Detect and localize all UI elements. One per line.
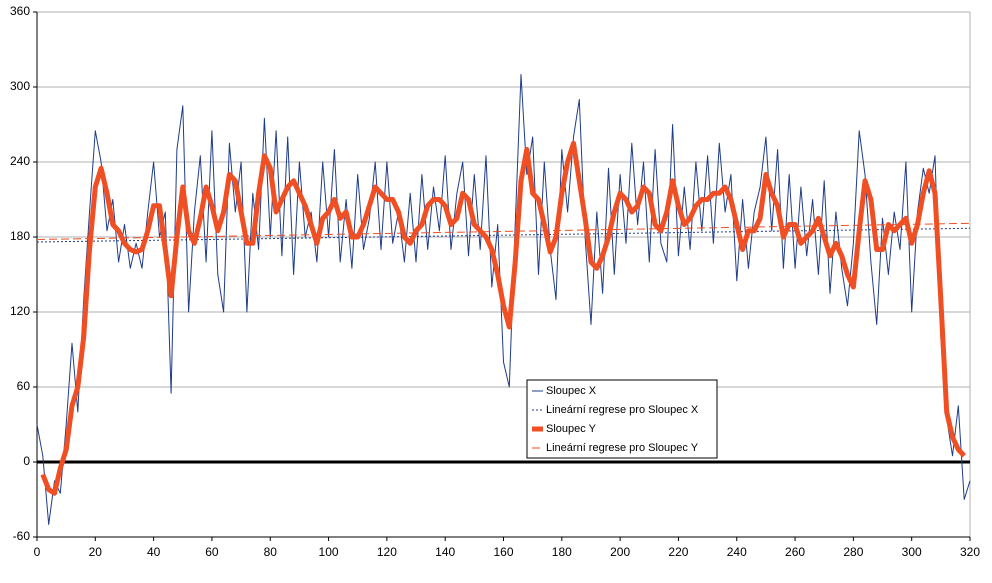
y-tick-label: -60	[13, 529, 31, 543]
y-tick-label: 60	[17, 379, 31, 393]
x-tick-label: 280	[843, 545, 863, 559]
y-tick-label: 180	[10, 229, 30, 243]
x-tick-label: 0	[34, 545, 41, 559]
series-line	[40, 140, 967, 496]
x-tick-label: 160	[493, 545, 513, 559]
x-tick-label: 80	[264, 545, 278, 559]
x-tick-label: 220	[668, 545, 688, 559]
legend-label: Lineární regrese pro Sloupec Y	[546, 442, 699, 454]
x-tick-label: 320	[960, 545, 980, 559]
x-tick-label: 120	[377, 545, 397, 559]
legend-label: Sloupec X	[546, 385, 597, 397]
x-tick-label: 100	[319, 545, 339, 559]
x-tick-label: 140	[435, 545, 455, 559]
legend-box	[526, 379, 718, 459]
y-tick-label: 120	[10, 304, 30, 318]
x-tick-label: 60	[205, 545, 219, 559]
x-tick-label: 200	[610, 545, 630, 559]
x-tick-label: 20	[89, 545, 103, 559]
x-tick-label: 180	[552, 545, 572, 559]
legend-label: Sloupec Y	[546, 423, 597, 435]
y-tick-label: 300	[10, 79, 30, 93]
y-tick-label: 360	[10, 4, 30, 18]
y-tick-label: 240	[10, 154, 30, 168]
x-tick-label: 300	[902, 545, 922, 559]
x-tick-label: 260	[785, 545, 805, 559]
legend-label: Lineární regrese pro Sloupec X	[546, 404, 699, 416]
x-tick-label: 40	[147, 545, 161, 559]
x-tick-label: 240	[727, 545, 747, 559]
y-tick-label: 0	[23, 454, 30, 468]
